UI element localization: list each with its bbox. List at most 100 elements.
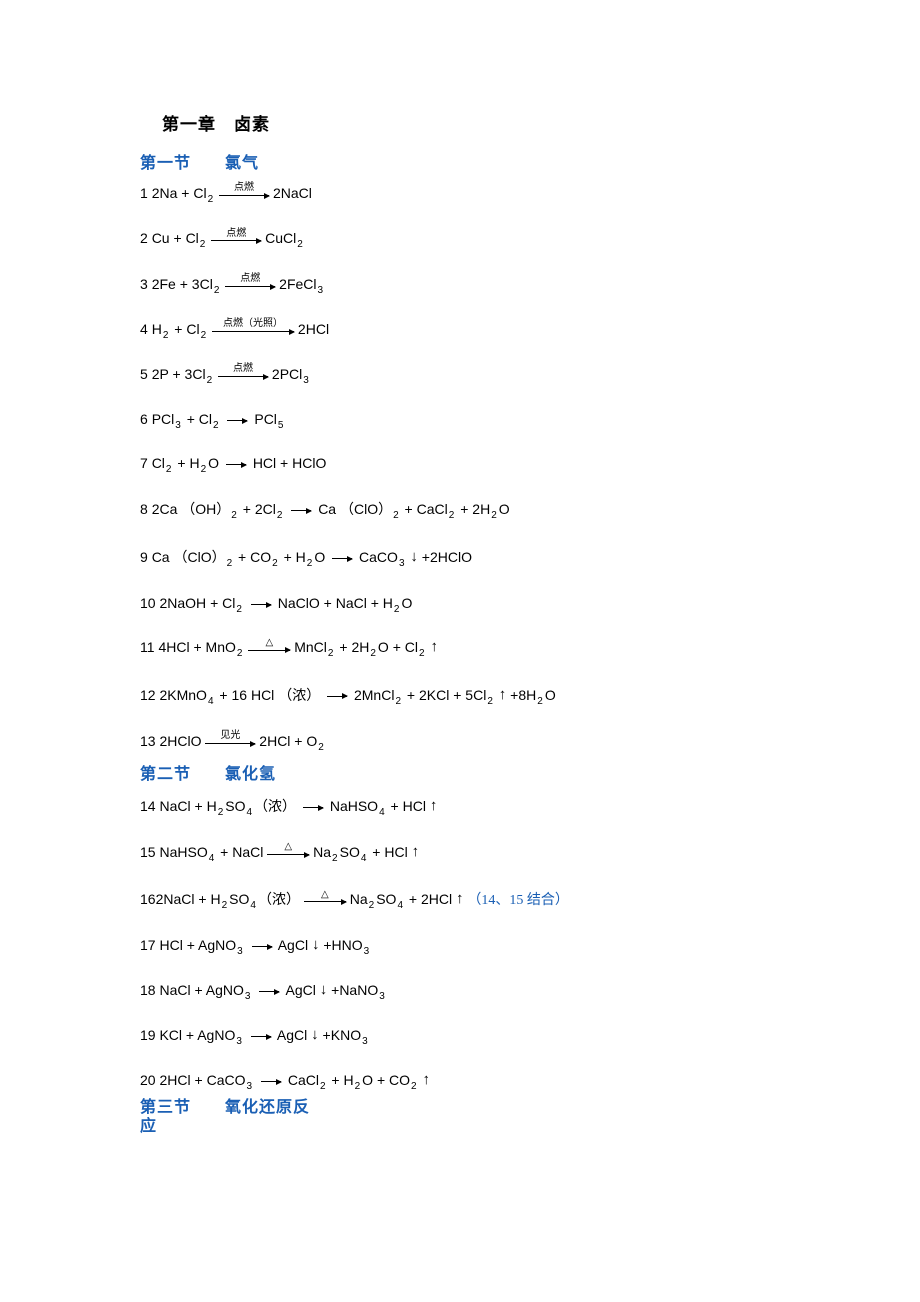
formula: SO (229, 891, 249, 907)
sub: 2 (370, 648, 376, 659)
op: + (387, 798, 403, 814)
op: + (280, 549, 296, 565)
sub: 2 (449, 510, 455, 521)
sub: 2 (537, 696, 543, 707)
eq-num: 4 (140, 321, 148, 337)
formula: NaCl (159, 798, 190, 814)
op: + (216, 687, 232, 703)
reaction-arrow (227, 420, 247, 421)
reaction-arrow (261, 1081, 281, 1082)
formula: Cl (199, 411, 212, 427)
op: + (403, 687, 419, 703)
formula: H (210, 891, 220, 907)
sub: 5 (278, 420, 284, 431)
formula: HCl (167, 1072, 190, 1088)
arrow-label: △ (284, 841, 292, 852)
eq-num: 17 (140, 937, 156, 953)
op: + (183, 411, 199, 427)
sub: 3 (236, 1036, 242, 1047)
formula: HCl (253, 455, 276, 471)
coef: 3 (192, 276, 200, 292)
reaction-arrow (303, 807, 323, 808)
formula: SO (225, 798, 245, 814)
formula: H (359, 639, 369, 655)
formula: HCl (267, 733, 290, 749)
sub: 2 (200, 239, 206, 250)
formula: NaNO (339, 982, 378, 998)
formula: KNO (331, 1027, 361, 1043)
op: + (191, 982, 206, 998)
coef: 2 (259, 733, 267, 749)
formula: AgCl (277, 1027, 307, 1043)
eq-num: 9 (140, 549, 148, 565)
formula: O (545, 687, 556, 703)
sub: 2 (394, 604, 400, 615)
op: + (324, 595, 336, 611)
op: + (239, 501, 255, 517)
sub: 3 (364, 946, 370, 957)
formula: CaCO (359, 549, 398, 565)
sub: 2 (231, 510, 237, 521)
op: + (176, 276, 192, 292)
formula: H (207, 798, 217, 814)
formula: HCl (403, 798, 426, 814)
formula: H (296, 549, 306, 565)
sub: 4 (209, 853, 215, 864)
coef: 2 (354, 687, 362, 703)
op: + (182, 1027, 197, 1043)
formula: MnCl (294, 639, 327, 655)
chapter-title: 第一章 卤素 (162, 110, 800, 135)
formula: PCl (280, 366, 303, 382)
coef: 2 (255, 501, 263, 517)
op: + (191, 798, 207, 814)
eq-num: 6 (140, 411, 148, 427)
equation-17: 17 HCl + AgNO3 AgCl ↓ +HNO3 (140, 937, 800, 954)
equation-18: 18 NaCl + AgNO3 AgCl ↓ +NaNO3 (140, 982, 800, 999)
sub: 4 (250, 900, 256, 911)
formula: HCl (159, 937, 182, 953)
reaction-arrow: 点燃 (219, 186, 269, 202)
section-title-2: 第二节 氯化氢 (140, 760, 800, 784)
sub: 2 (332, 853, 338, 864)
op: + (183, 937, 198, 953)
sub: 4 (397, 900, 403, 911)
formula: O (208, 455, 219, 471)
op: + (169, 366, 185, 382)
op: + (368, 844, 384, 860)
sub: 2 (395, 696, 401, 707)
concentrated: 浓 (292, 689, 306, 704)
equation-1: 1 2Na + Cl2 点燃 2NaCl (140, 185, 800, 202)
formula: Cl (263, 501, 276, 517)
formula: Cl (222, 595, 235, 611)
coef: 2 (430, 549, 438, 565)
sub: 2 (297, 239, 303, 250)
arrow-label: 点燃 (240, 269, 260, 284)
sub: 3 (399, 558, 405, 569)
formula: NaCl (159, 982, 190, 998)
section-title-3: 第三节 氧化还原反 应 (140, 1099, 800, 1136)
reaction-arrow (251, 1036, 271, 1037)
sub: 2 (218, 807, 224, 818)
formula: SO (376, 891, 396, 907)
reaction-arrow: 点燃 (218, 367, 268, 383)
gas-icon: ↑ (499, 686, 507, 703)
formula: O (378, 639, 389, 655)
formula: PCl (152, 411, 175, 427)
op: + (191, 1072, 207, 1088)
formula: Cl (193, 185, 206, 201)
eq-num: 2 (140, 230, 148, 246)
sub: 3 (246, 1081, 252, 1092)
formula: Cl (473, 687, 486, 703)
sub: 2 (214, 285, 220, 296)
sub: 2 (328, 648, 334, 659)
formula: NaClO (278, 595, 320, 611)
sub: 4 (379, 807, 385, 818)
op: + (195, 891, 211, 907)
eq-num: 19 (140, 1027, 156, 1043)
eq-num: 14 (140, 798, 156, 814)
coef: 2 (472, 501, 480, 517)
eq-num: 5 (140, 366, 148, 382)
formula: HNO (332, 937, 363, 953)
formula: CaCO (207, 1072, 246, 1088)
equation-10: 10 2NaOH + Cl2 NaClO + NaCl + H2O (140, 595, 800, 611)
